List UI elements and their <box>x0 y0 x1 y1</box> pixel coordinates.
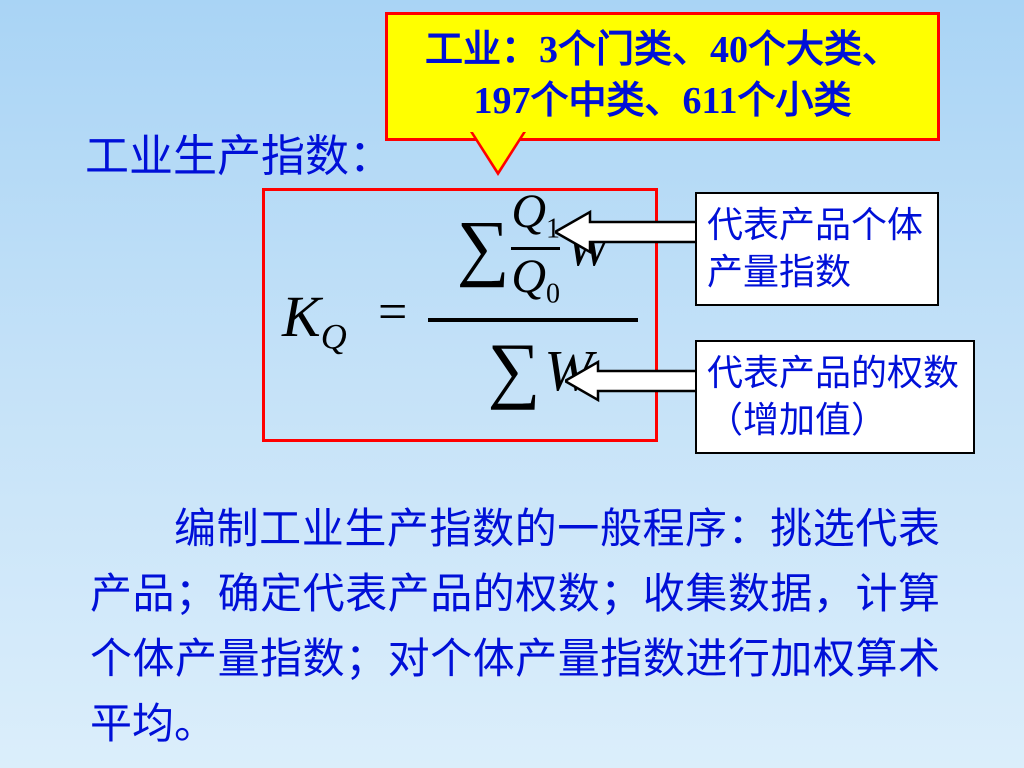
lhs-sub: Q <box>321 317 347 357</box>
callout-line1: 工业：3个门类、40个大类、 <box>425 29 900 71</box>
formula-equals: = <box>378 283 407 342</box>
formula-lhs: KQ <box>282 283 347 358</box>
arrow-to-label1 <box>555 208 700 256</box>
label-weight: 代表产品的权数（增加值） <box>695 340 975 454</box>
callout-line2: 197个中类、611个小类 <box>474 80 852 122</box>
callout-industry-classes: 工业：3个门类、40个大类、 197个中类、611个小类 <box>385 12 940 141</box>
page-title: 工业生产指数： <box>85 120 393 184</box>
label-individual-index: 代表产品个体产量指数 <box>695 192 939 306</box>
callout-tail-fill <box>473 132 523 171</box>
q0-var: Q <box>511 250 546 303</box>
lhs-var: K <box>282 284 321 349</box>
sigma-top: ∑ <box>457 207 510 289</box>
formula-main-fraction-bar <box>428 318 638 322</box>
sigma-bot: ∑ <box>487 329 540 411</box>
q0-sub: 0 <box>546 278 560 309</box>
arrow-to-label2 <box>565 358 700 404</box>
q1-var: Q <box>511 185 546 238</box>
inner-fraction: Q1 Q0 <box>511 188 560 308</box>
body-paragraph: 编制工业生产指数的一般程序：挑选代表产品；确定代表产品的权数；收集数据，计算个体… <box>90 498 940 758</box>
